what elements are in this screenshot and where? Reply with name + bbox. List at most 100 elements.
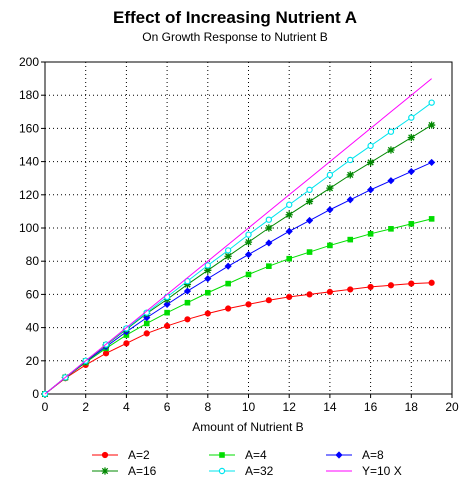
data-point [205,289,211,296]
x-tick-label: 12 [283,400,297,414]
y-tick-label: 140 [19,155,39,169]
x-tick-label: 20 [445,400,459,414]
data-point [306,249,313,255]
y-tick-label: 40 [26,321,40,335]
data-point [306,291,313,298]
data-point [367,231,374,237]
x-tick-label: 10 [242,400,256,414]
data-point [285,227,293,235]
data-point [428,279,435,286]
data-point [407,133,415,142]
data-point [428,121,436,129]
data-point [102,350,110,357]
x-tick-label: 6 [164,400,171,414]
data-point [327,242,333,249]
data-point [266,263,272,269]
data-point [367,186,375,194]
data-point [335,451,343,459]
data-point [367,158,375,167]
data-point [224,262,232,270]
data-point [265,297,272,304]
data-point [326,206,334,214]
x-tick-label: 18 [405,400,419,414]
data-point [286,255,292,262]
data-point [164,322,171,330]
data-point [408,280,415,287]
x-tick-label: 4 [123,400,130,414]
data-point [326,171,334,179]
data-point [244,250,253,259]
y-tick-label: 0 [32,387,39,401]
data-point [183,287,192,295]
y-tick-label: 160 [19,121,39,135]
data-point [347,156,354,164]
x-tick-label: 8 [204,400,211,414]
data-point [204,266,212,274]
data-point [367,142,374,150]
data-point [326,288,334,296]
data-point [408,114,415,121]
data-point [245,271,252,278]
series-4 [41,99,435,398]
data-point [346,196,354,204]
data-point [285,211,293,219]
legend-label: A=2 [128,448,150,462]
data-point [367,283,374,291]
series-line [44,218,432,395]
legend-label: Y=10 X [362,464,402,478]
series-line [44,282,432,395]
series-line [44,161,432,395]
data-point [306,186,313,194]
data-point [204,275,212,283]
data-point [347,286,354,293]
data-point [326,184,334,192]
data-point [387,282,395,289]
data-point [265,224,273,232]
data-point [245,301,252,308]
data-point [163,293,171,301]
data-point [387,146,395,154]
y-tick-label: 200 [19,55,39,69]
series-2 [41,158,436,398]
data-point [387,177,395,185]
data-point [183,280,192,289]
legend-item: Y=10 X [326,464,402,478]
data-point [286,201,293,208]
legend-label: A=8 [362,448,384,462]
legend-label: A=16 [128,464,157,478]
data-point [387,128,395,135]
data-point [265,216,273,223]
data-point [204,310,211,317]
y-tick-label: 120 [19,188,39,202]
legend-item: A=32 [209,464,274,478]
data-point [164,309,170,316]
x-tick-label: 16 [364,400,378,414]
y-tick-label: 100 [19,221,39,235]
data-point [225,305,232,312]
legend-item: A=8 [326,448,384,462]
data-point [286,293,293,300]
data-point [218,467,226,475]
y-tick-label: 180 [19,88,39,102]
data-point [265,239,273,247]
y-tick-label: 60 [26,287,40,301]
y-tick-label: 80 [26,254,40,268]
data-point [428,158,436,167]
data-point [346,171,354,179]
y-tick-label: 20 [26,354,40,368]
data-point [204,262,211,269]
x-tick-label: 0 [42,400,49,414]
series-0 [41,279,435,398]
data-point [184,277,191,285]
data-point [244,238,253,246]
data-point [225,280,231,287]
x-axis-label: Amount of Nutrient B [192,420,303,434]
data-point [143,314,151,322]
data-point [428,99,435,106]
legend-item: A=4 [209,448,267,462]
chart-subtitle: On Growth Response to Nutrient B [142,30,327,44]
data-point [305,216,314,225]
data-point [428,216,435,222]
